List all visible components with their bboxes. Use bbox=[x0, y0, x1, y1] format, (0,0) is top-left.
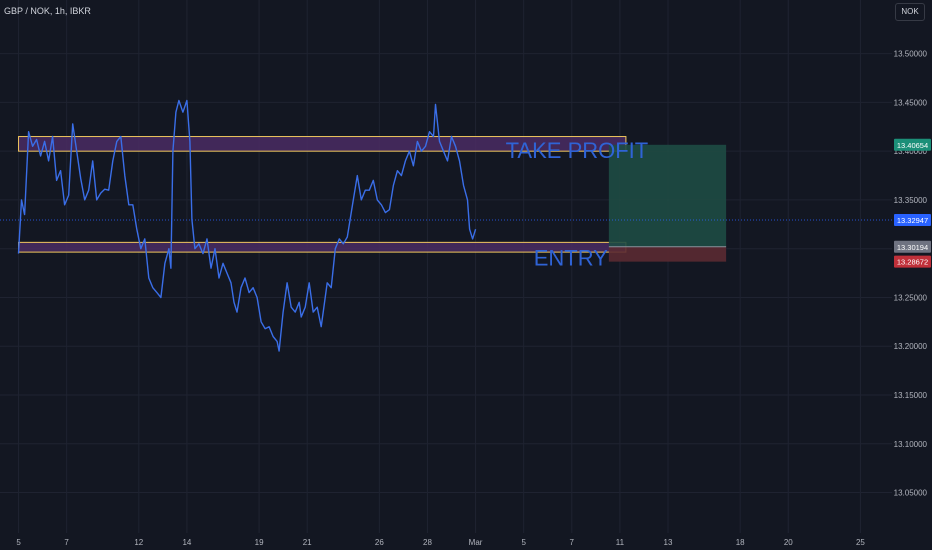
time-axis-panel bbox=[0, 533, 932, 550]
chart-grid bbox=[0, 0, 892, 533]
x-tick-label: 26 bbox=[375, 538, 384, 547]
price-badge bbox=[894, 213, 931, 226]
x-tick-label: 20 bbox=[784, 538, 793, 547]
y-tick-label: 13.40000 bbox=[894, 147, 928, 156]
x-tick-label: Mar bbox=[469, 538, 483, 547]
x-tick-label: 5 bbox=[521, 538, 526, 547]
annotation-label: TAKE PROFIT bbox=[506, 138, 649, 163]
price-badge bbox=[894, 240, 931, 253]
symbol-title: GBP / NOK, 1h, IBKR bbox=[4, 6, 91, 16]
price-badge-label: 13.30194 bbox=[897, 243, 928, 252]
time-axis[interactable]: 5 7 12 14 19 21 26 28 Mar 5 7 11 13 18 20 25 bbox=[0, 533, 932, 550]
chart-zones bbox=[18, 136, 627, 253]
x-tick-label: 11 bbox=[616, 538, 625, 547]
take-profit-zone bbox=[18, 136, 627, 152]
annotation-label: ENTRY bbox=[534, 245, 608, 270]
price-badge bbox=[894, 138, 931, 151]
price-badge-label: 13.32947 bbox=[897, 216, 928, 225]
y-tick-label: 13.35000 bbox=[894, 196, 928, 205]
long-position-tool[interactable] bbox=[608, 144, 727, 262]
price-axis-panel bbox=[892, 0, 932, 550]
price-badges: 13.40654 13.32947 13.30194 13.28672 bbox=[894, 138, 931, 268]
price-line bbox=[17, 99, 477, 352]
y-tick-label: 13.10000 bbox=[894, 440, 928, 449]
y-tick-label: 13.25000 bbox=[894, 293, 928, 302]
stop-area bbox=[608, 246, 727, 262]
x-tick-label: 28 bbox=[423, 538, 432, 547]
x-tick-label: 19 bbox=[255, 538, 264, 547]
price-axis[interactable]: 13.5000013.4500013.4000013.3500013.30000… bbox=[892, 0, 932, 550]
x-tick-label: 25 bbox=[856, 538, 865, 547]
y-tick-label: 13.20000 bbox=[894, 342, 928, 351]
y-tick-label: 13.15000 bbox=[894, 391, 928, 400]
x-tick-label: 14 bbox=[182, 538, 191, 547]
profit-area bbox=[608, 144, 727, 247]
chart-annotations: TAKE PROFIT ENTRY bbox=[506, 138, 649, 270]
price-badge bbox=[894, 255, 931, 268]
y-tick-label: 13.45000 bbox=[894, 98, 928, 107]
chart-series bbox=[0, 99, 892, 352]
x-tick-label: 7 bbox=[570, 538, 575, 547]
x-tick-label: 12 bbox=[134, 538, 143, 547]
x-tick-label: 21 bbox=[303, 538, 312, 547]
y-tick-label: 13.50000 bbox=[894, 50, 928, 59]
x-tick-label: 18 bbox=[736, 538, 745, 547]
x-tick-label: 5 bbox=[16, 538, 21, 547]
price-badge-label: 13.40654 bbox=[897, 141, 928, 150]
x-tick-label: 7 bbox=[64, 538, 69, 547]
x-tick-label: 13 bbox=[664, 538, 673, 547]
price-badge-label: 13.28672 bbox=[897, 258, 928, 267]
currency-button[interactable]: NOK bbox=[895, 3, 925, 21]
y-tick-label: 13.05000 bbox=[894, 489, 928, 498]
